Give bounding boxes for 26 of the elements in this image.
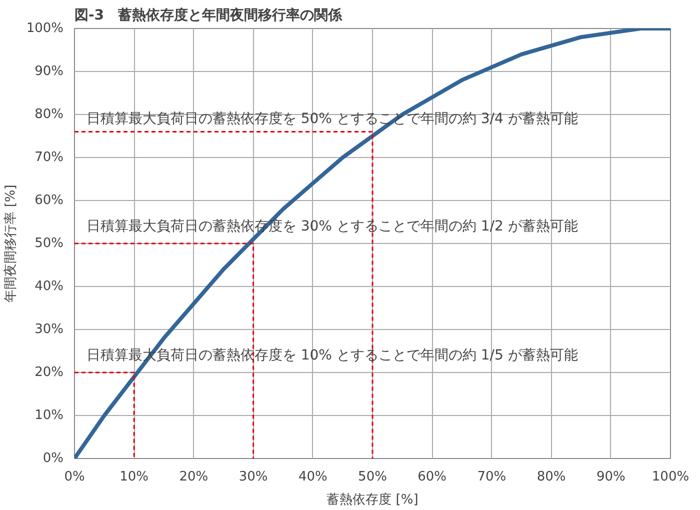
x-tick-label: 40% (298, 470, 328, 484)
x-axis-title: 蓄熱依存度 [%] (326, 492, 418, 508)
x-tick-label: 20% (179, 470, 208, 484)
y-axis-title: 年間夜間移行率 [%] (2, 184, 18, 302)
y-tick-label: 80% (34, 107, 64, 122)
y-tick-label: 60% (34, 193, 64, 208)
y-tick-label: 90% (34, 64, 64, 79)
x-tick-label: 0% (64, 470, 85, 484)
line-series (74, 28, 670, 458)
y-tick-label: 10% (34, 408, 64, 423)
y-tick-label: 70% (34, 150, 64, 165)
chart-title: 図-3 蓄熱依存度と年間夜間移行率の関係 (74, 6, 344, 24)
x-tick-label: 90% (596, 470, 626, 484)
x-tick-label: 50% (358, 470, 387, 484)
x-tick-label: 10% (120, 470, 149, 484)
y-tick-label: 40% (34, 279, 64, 294)
x-tick-label: 100% (652, 470, 690, 484)
x-tick-label: 60% (418, 470, 447, 484)
y-tick-label: 100% (26, 21, 64, 36)
x-tick-label: 70% (477, 470, 506, 484)
x-tick-label: 80% (536, 470, 566, 484)
y-tick-label: 30% (34, 322, 64, 337)
x-tick-label: 30% (238, 470, 268, 484)
y-tick-label: 20% (34, 365, 64, 380)
y-tick-label: 50% (34, 236, 64, 251)
y-tick-label: 0% (42, 451, 64, 466)
